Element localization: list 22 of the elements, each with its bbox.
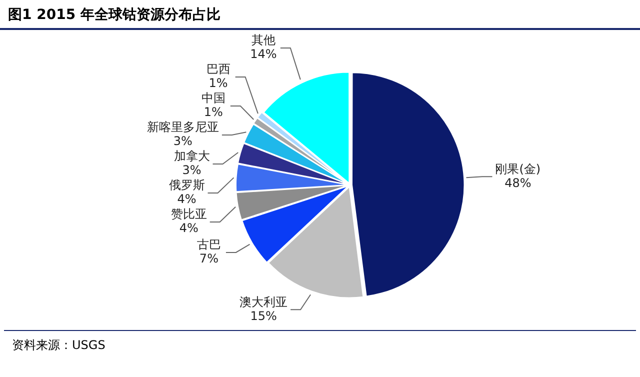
slice-label: 巴西 (206, 62, 230, 76)
data-label: 3% (173, 134, 192, 148)
data-label: 1% (204, 105, 223, 120)
data-label: 4% (177, 192, 196, 206)
data-label: 15% (250, 308, 277, 323)
slice-label: 加拿大 (174, 149, 210, 164)
slice-label: 刚果(金) (495, 162, 541, 176)
slice-label: 赞比亚 (170, 207, 207, 222)
text: 资料来源：USGS (4, 330, 636, 360)
slice-label: 其他 (251, 33, 276, 48)
slice-label: 俄罗斯 (168, 178, 205, 192)
slice-label: 中国 (201, 91, 226, 106)
data-label: 3% (182, 163, 202, 178)
data-label: 1% (208, 76, 228, 90)
slice-label: 新喀里多尼亚 (146, 120, 219, 134)
chart-title: 图1 2015 年全球钴资源分布占比 (0, 0, 640, 30)
slice-label: 古巴 (196, 238, 221, 252)
data-label: 48% (504, 176, 532, 190)
data-label: 7% (199, 252, 218, 266)
data-label: 14% (250, 47, 277, 62)
slice-label: 澳大利亚 (240, 294, 288, 309)
data-label: 4% (179, 221, 198, 236)
